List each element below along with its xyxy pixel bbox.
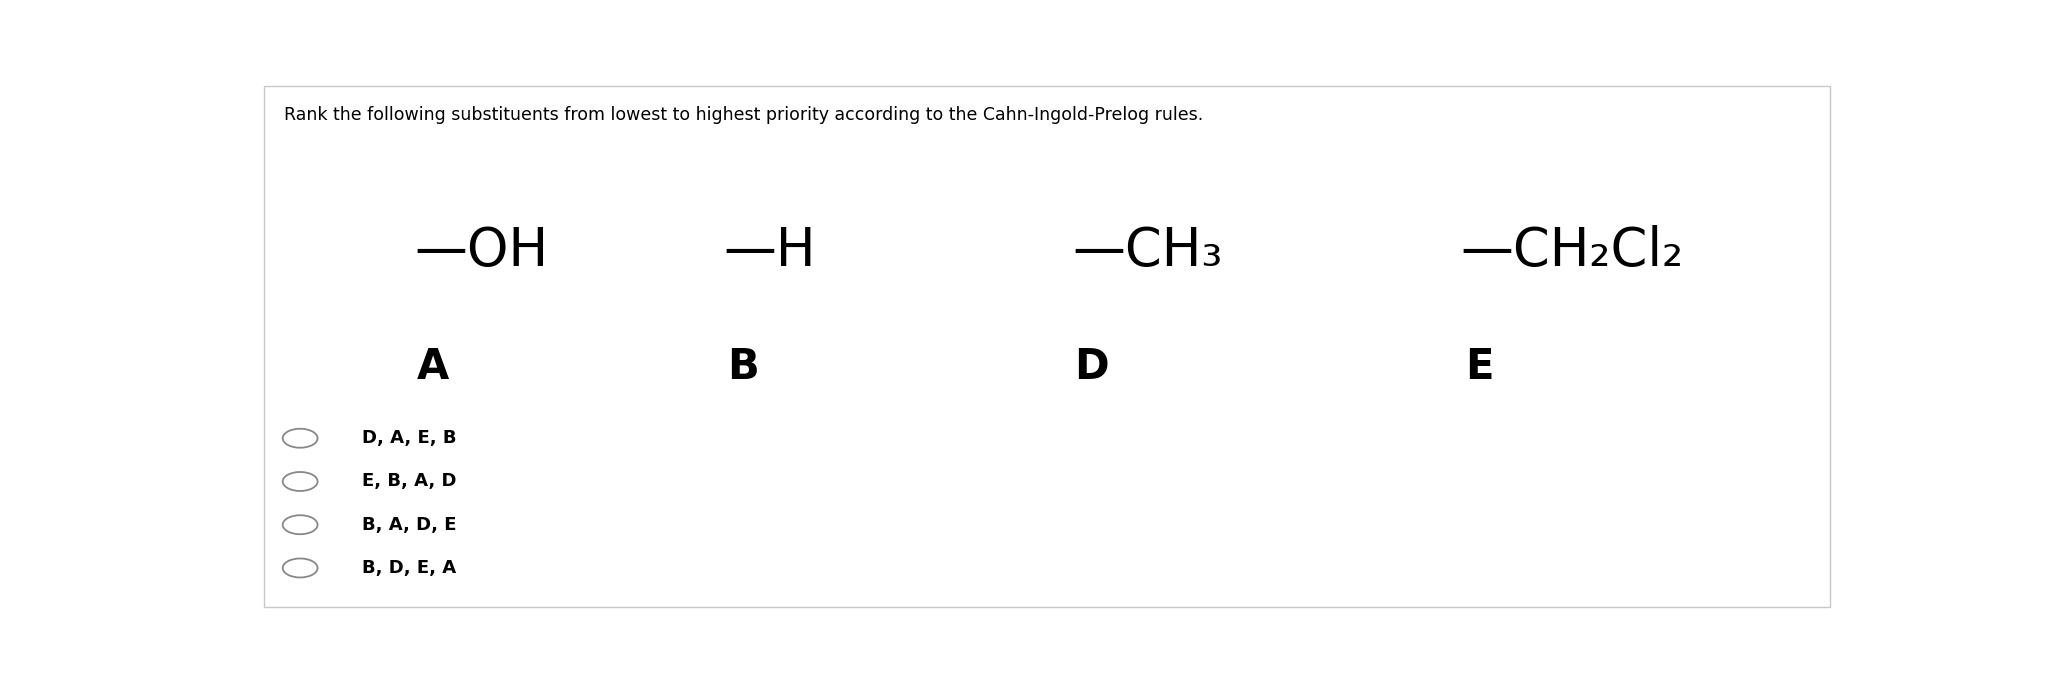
Text: —CH₂Cl₂: —CH₂Cl₂ [1461, 225, 1684, 277]
Text: —OH: —OH [413, 225, 548, 277]
Text: E, B, A, D: E, B, A, D [362, 473, 456, 490]
Ellipse shape [282, 558, 317, 577]
Text: —CH₃: —CH₃ [1072, 225, 1224, 277]
Text: D: D [1074, 346, 1109, 388]
Text: E: E [1465, 346, 1494, 388]
Text: B, D, E, A: B, D, E, A [362, 559, 456, 577]
Text: Rank the following substituents from lowest to highest priority according to the: Rank the following substituents from low… [284, 106, 1203, 124]
Ellipse shape [282, 429, 317, 448]
Text: D, A, E, B: D, A, E, B [362, 429, 456, 447]
Text: B, A, D, E: B, A, D, E [362, 516, 456, 534]
Ellipse shape [282, 472, 317, 491]
Ellipse shape [282, 515, 317, 534]
Text: A: A [417, 346, 450, 388]
Text: —H: —H [724, 225, 816, 277]
Text: B: B [726, 346, 759, 388]
